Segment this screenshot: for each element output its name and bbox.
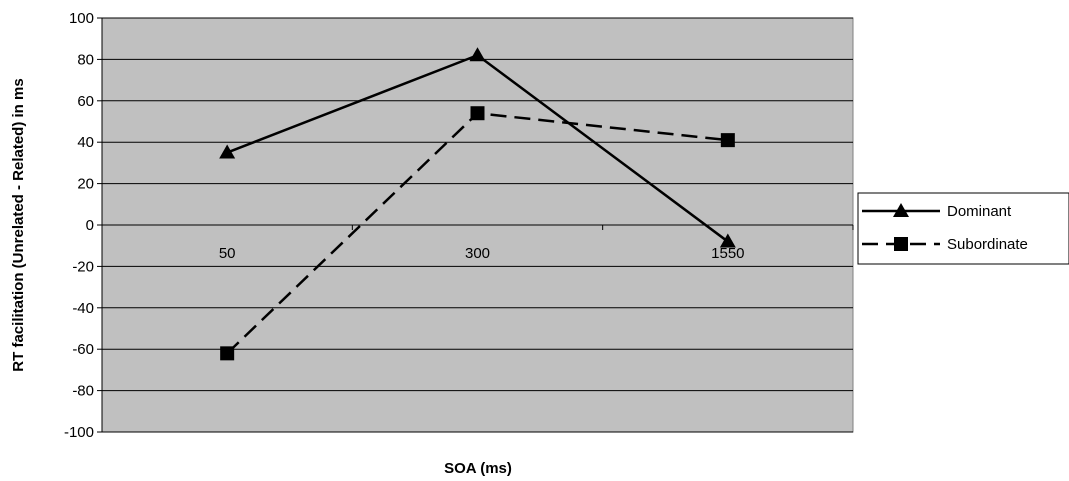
y-axis-title: RT facilitation (Unrelated - Related) in… — [10, 78, 27, 371]
legend-label: Dominant — [947, 203, 1012, 220]
legend-box — [857, 192, 1069, 265]
legend-item-subordinate: Subordinate — [862, 236, 1028, 253]
series-dominant — [219, 47, 736, 248]
y-tick-label: -60 — [72, 341, 94, 358]
legend-label: Subordinate — [947, 236, 1028, 253]
y-tick-label: 40 — [77, 134, 94, 151]
triangle-marker — [719, 233, 736, 248]
series — [219, 47, 736, 361]
x-tick-labels: 50 300 1550 — [219, 245, 745, 262]
x-tick-label: 1550 — [711, 245, 744, 262]
x-tick-label: 50 — [219, 245, 236, 262]
y-tick-labels: 100 80 60 40 20 0 -20 -40 -60 -80 -100 — [64, 10, 94, 441]
triangle-marker — [893, 203, 909, 217]
x-axis-title: SOA (ms) — [444, 460, 512, 477]
y-tick-label: 20 — [77, 176, 94, 193]
y-tick-label: 100 — [69, 10, 94, 27]
axes — [97, 17, 854, 433]
square-marker — [894, 237, 908, 251]
square-marker — [470, 106, 485, 121]
square-marker — [220, 346, 235, 361]
legend: Dominant Subordinate — [857, 192, 1069, 265]
y-tick-label: 60 — [77, 93, 94, 110]
y-tick-label: -40 — [72, 300, 94, 317]
y-tick-label: -80 — [72, 383, 94, 400]
triangle-marker — [469, 47, 486, 62]
legend-item-dominant: Dominant — [862, 203, 1012, 220]
y-tick-label: 80 — [77, 51, 94, 68]
series-subordinate — [220, 106, 735, 361]
y-tick-label: -20 — [72, 258, 94, 275]
square-marker — [720, 133, 735, 148]
x-tick-label: 300 — [465, 245, 490, 262]
y-tick-label: 0 — [86, 217, 94, 234]
triangle-marker — [219, 144, 236, 159]
y-tick-label: -100 — [64, 424, 94, 441]
